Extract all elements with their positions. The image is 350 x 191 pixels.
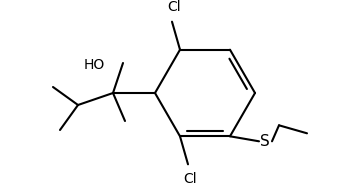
Text: S: S xyxy=(260,134,270,149)
Text: Cl: Cl xyxy=(183,172,197,186)
Text: Cl: Cl xyxy=(167,0,181,14)
Text: HO: HO xyxy=(84,58,105,72)
